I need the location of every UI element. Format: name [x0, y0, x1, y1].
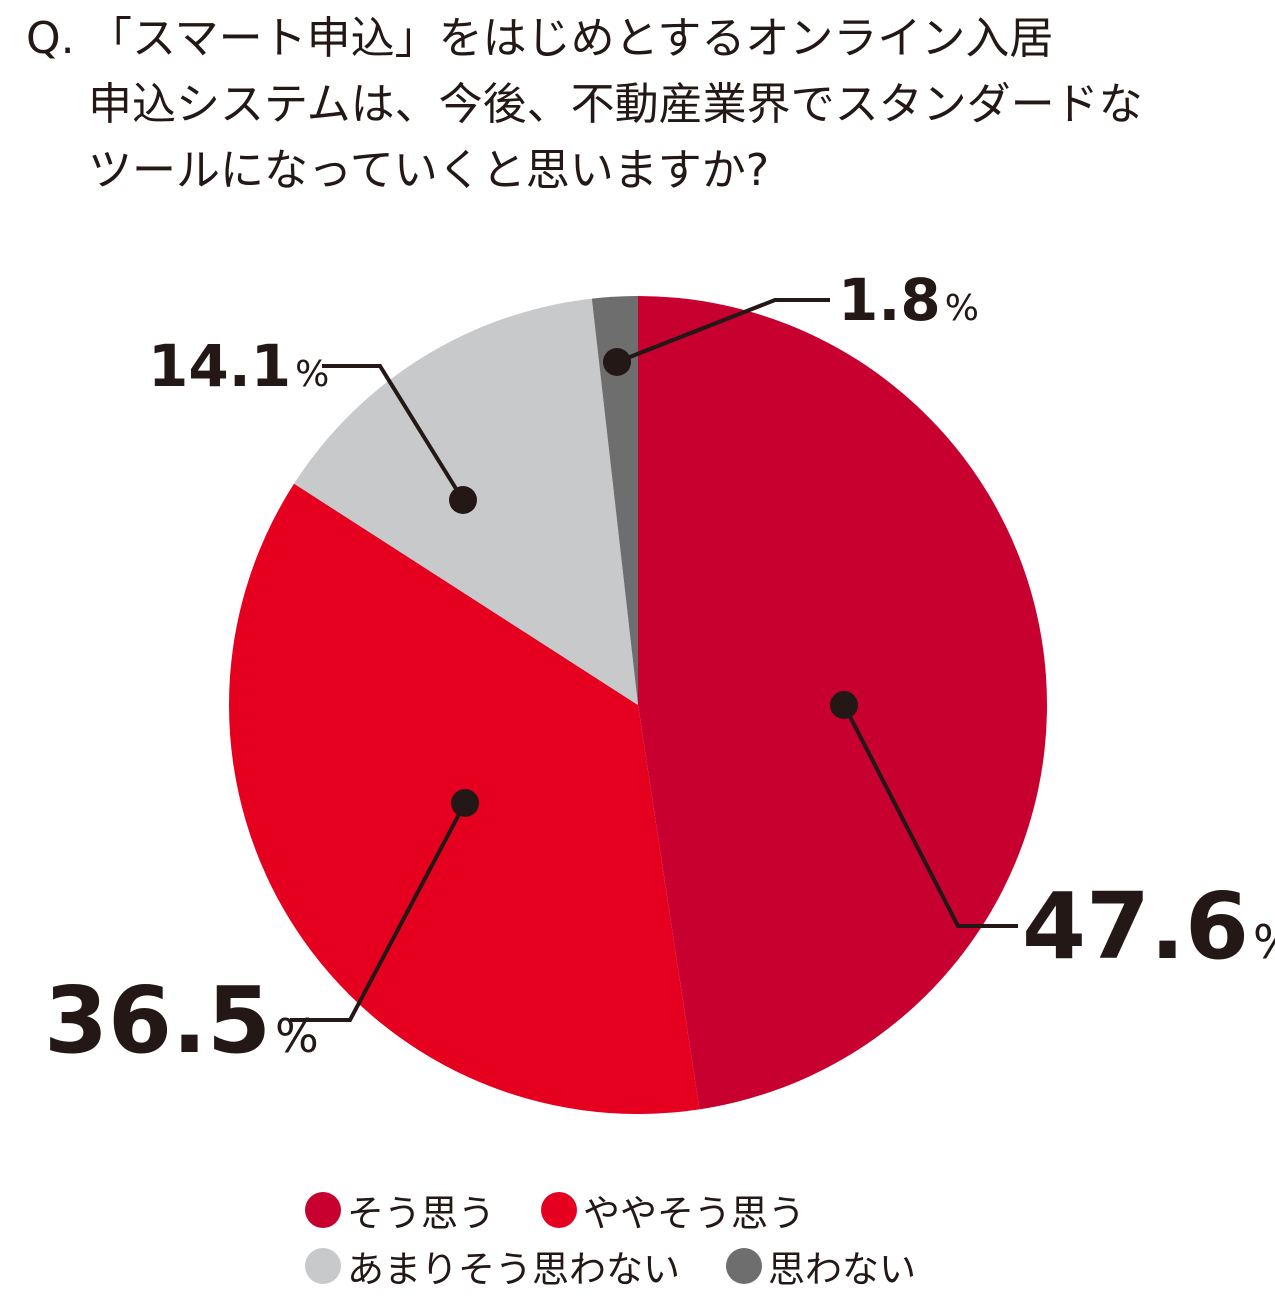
question-text: Q. 「スマート申込」をはじめとするオンライン入居 申込システムは、今後、不動産業… [26, 6, 1266, 204]
question-line-2: 申込システムは、今後、不動産業界でスタンダードな [88, 79, 1143, 130]
value-label-amari-sou-omowanai: 14.1% [148, 332, 329, 400]
leader-omowanai [616, 298, 830, 364]
value-label-sou-omou: 47.6% [1022, 873, 1275, 980]
question-line-3: ツールになっていくと思いますか? [88, 145, 770, 196]
legend-swatch-sou-omou [305, 1192, 341, 1228]
legend-label-yaya-sou-omou: ややそう思う [583, 1192, 805, 1235]
legend-item-sou-omou: そう思う [305, 1183, 495, 1237]
legend-row: あまりそう思わない 思わない [305, 1238, 962, 1294]
legend-label-amari-sou-omowanai: あまりそう思わない [347, 1248, 680, 1291]
leader-sou-omou [842, 704, 1018, 928]
leader-anchor-dot [451, 789, 479, 817]
legend: そう思う ややそう思う あまりそう思わない 思わない [305, 1182, 962, 1294]
legend-swatch-yaya-sou-omou [541, 1192, 577, 1228]
legend-label-omowanai: 思わない [768, 1248, 916, 1291]
value-labels: 47.6% 36.5% 14.1% 1.8% [44, 266, 1275, 1074]
leader-anchor-dot [603, 348, 631, 376]
value-label-yaya-sou-omou: 36.5% [44, 967, 319, 1074]
legend-item-yaya-sou-omou: ややそう思う [541, 1183, 805, 1237]
question-line-1-text: 「スマート申込」をはじめとするオンライン入居 [88, 13, 1054, 64]
legend-swatch-amari-sou-omowanai [305, 1248, 341, 1284]
slice-omowanai [591, 296, 638, 705]
leader-lines [290, 298, 1018, 1022]
legend-label-sou-omou: そう思う [347, 1192, 495, 1235]
legend-row: そう思う ややそう思う [305, 1182, 962, 1238]
leader-amari-sou-omowanai [322, 364, 465, 502]
value-label-omowanai: 1.8% [838, 266, 979, 334]
question-prefix: Q. [26, 13, 75, 64]
question-line-1: Q. 「スマート申込」をはじめとするオンライン入居 [26, 6, 1266, 72]
pie-slices [228, 296, 1048, 1115]
leader-anchor-dot [830, 691, 858, 719]
legend-item-omowanai: 思わない [726, 1239, 916, 1293]
legend-swatch-omowanai [726, 1248, 762, 1284]
legend-item-amari-sou-omowanai: あまりそう思わない [305, 1239, 680, 1293]
leader-anchor-dot [449, 486, 477, 514]
leader-yaya-sou-omou [290, 802, 467, 1022]
